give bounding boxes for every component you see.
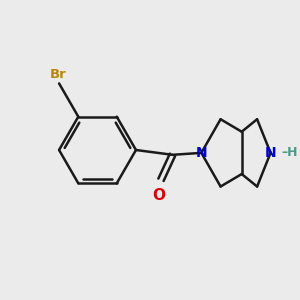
Text: N: N (196, 146, 207, 160)
Text: Br: Br (50, 68, 67, 80)
Text: O: O (152, 188, 166, 203)
Text: –H: –H (281, 146, 298, 159)
Text: N: N (265, 146, 276, 160)
